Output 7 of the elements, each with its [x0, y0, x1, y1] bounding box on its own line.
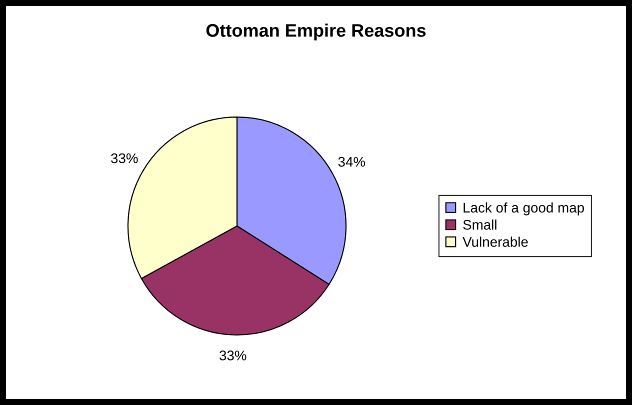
data-label: 33%	[220, 350, 246, 360]
legend-label: Lack of a good map	[464, 202, 584, 216]
legend-label: Small	[463, 220, 496, 230]
data-label: 33%	[111, 153, 138, 164]
data-label: 34%	[338, 156, 366, 167]
legend-label: Vulnerable	[462, 236, 528, 247]
chart-title: Ottoman Empire Reasons	[206, 24, 426, 40]
